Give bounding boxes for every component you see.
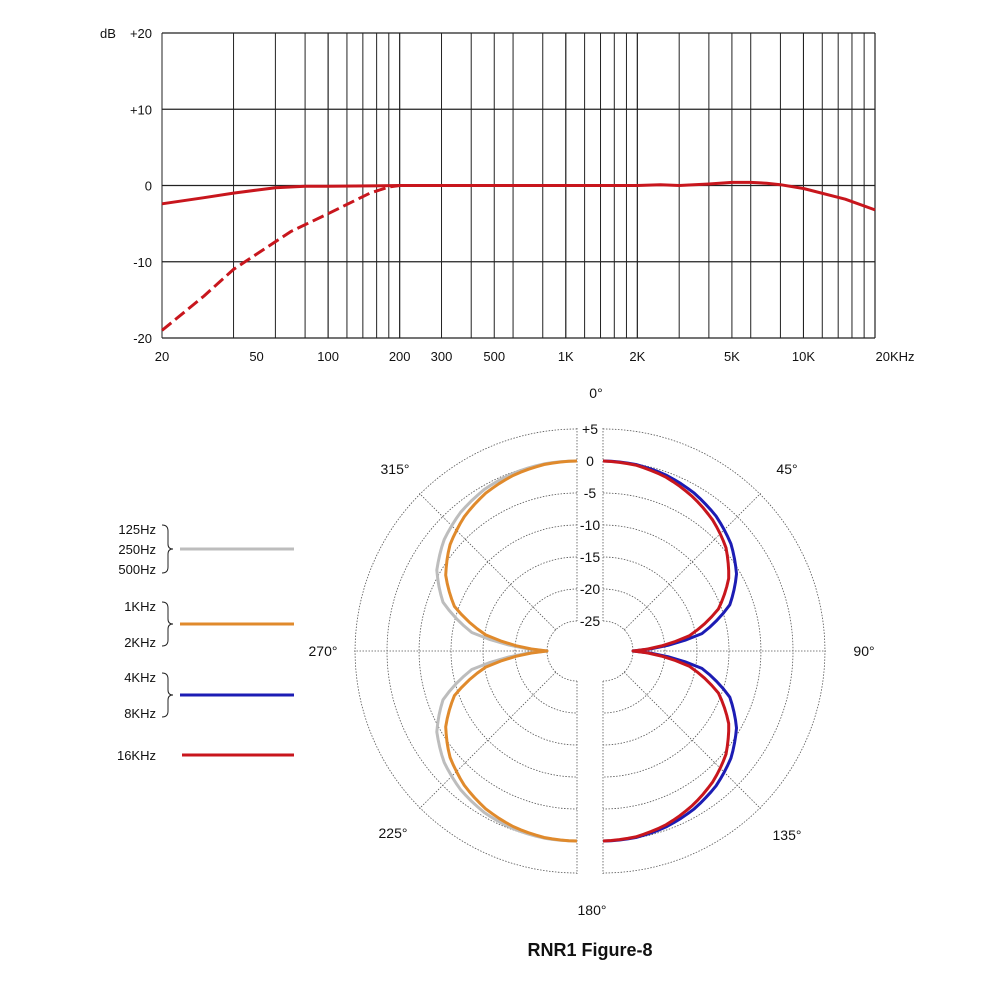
legend-label: 4KHz xyxy=(124,670,156,685)
polar-ring xyxy=(418,492,578,810)
legend-brace xyxy=(161,524,174,574)
polar-r-tick-label: -20 xyxy=(580,581,600,597)
x-tick-label: 300 xyxy=(431,349,453,364)
x-tick-label: 500 xyxy=(483,349,505,364)
polar-r-tick-label: -10 xyxy=(580,517,600,533)
polar-ring xyxy=(602,588,666,714)
polar-ring xyxy=(482,556,578,746)
y-tick-label: -10 xyxy=(133,255,152,270)
legend-label: 250Hz xyxy=(118,542,156,557)
polar-r-tick-label: -15 xyxy=(580,549,600,565)
legend-brace xyxy=(161,601,174,647)
legend-label: 16KHz xyxy=(117,748,156,763)
polar-ring xyxy=(514,588,578,714)
tick-bg xyxy=(580,485,602,501)
x-tick-label: 200 xyxy=(389,349,411,364)
polar-ring xyxy=(602,492,762,810)
polar-angle-label: 225° xyxy=(379,825,408,841)
y-tick-label: -20 xyxy=(133,331,152,346)
polar-r-tick-label: +5 xyxy=(582,421,598,437)
polar-angle-label: 180° xyxy=(578,902,607,918)
y-tick-label: +20 xyxy=(130,26,152,41)
polar-ring xyxy=(602,428,826,874)
legend-brace xyxy=(161,672,174,718)
polar-r-tick-label: -5 xyxy=(584,485,597,501)
polar-radial-line xyxy=(419,671,557,809)
tick-bg xyxy=(580,517,602,533)
y-axis-label: dB xyxy=(100,26,116,41)
response-curve-solid xyxy=(161,180,876,212)
x-tick-label: 5K xyxy=(724,349,740,364)
legend-label: 500Hz xyxy=(118,562,156,577)
legend-label: 2KHz xyxy=(124,635,156,650)
polar-radial-line xyxy=(623,671,761,809)
legend-label: 1KHz xyxy=(124,599,156,614)
x-tick-label: 100 xyxy=(317,349,339,364)
x-tick-label: 20 xyxy=(155,349,169,364)
polar-angle-label: 315° xyxy=(381,461,410,477)
polar-curve xyxy=(444,459,578,843)
polar-angle-label: 270° xyxy=(309,643,338,659)
y-tick-label: 0 xyxy=(145,179,152,194)
polar-angle-label: 135° xyxy=(773,827,802,843)
polar-r-tick-label: -25 xyxy=(580,613,600,629)
legend-label: 125Hz xyxy=(118,522,156,537)
polar-radial-line xyxy=(419,493,557,631)
tick-bg xyxy=(580,581,602,597)
x-tick-label: 10K xyxy=(792,349,815,364)
polar-angle-label: 45° xyxy=(776,461,797,477)
y-tick-label: +10 xyxy=(130,102,152,117)
legend-label: 8KHz xyxy=(124,706,156,721)
tick-bg xyxy=(580,421,602,437)
tick-bg xyxy=(580,549,602,565)
polar-curve xyxy=(602,459,731,843)
polar-ring xyxy=(546,620,578,682)
x-tick-label: 2K xyxy=(629,349,645,364)
polar-ring xyxy=(602,620,634,682)
polar-ring xyxy=(354,428,578,874)
x-tick-label: 50 xyxy=(249,349,263,364)
response-curve-dashed xyxy=(161,184,400,332)
x-tick-label: 1K xyxy=(558,349,574,364)
polar-r-tick-label: 0 xyxy=(586,453,594,469)
tick-bg xyxy=(580,613,602,629)
polar-title: RNR1 Figure-8 xyxy=(527,940,653,960)
x-tick-label: 20KHz xyxy=(875,349,914,364)
polar-angle-label: 0° xyxy=(589,385,602,401)
tick-bg xyxy=(580,453,602,469)
polar-radial-line xyxy=(623,493,761,631)
polar-angle-label: 90° xyxy=(853,643,874,659)
polar-ring xyxy=(602,556,698,746)
